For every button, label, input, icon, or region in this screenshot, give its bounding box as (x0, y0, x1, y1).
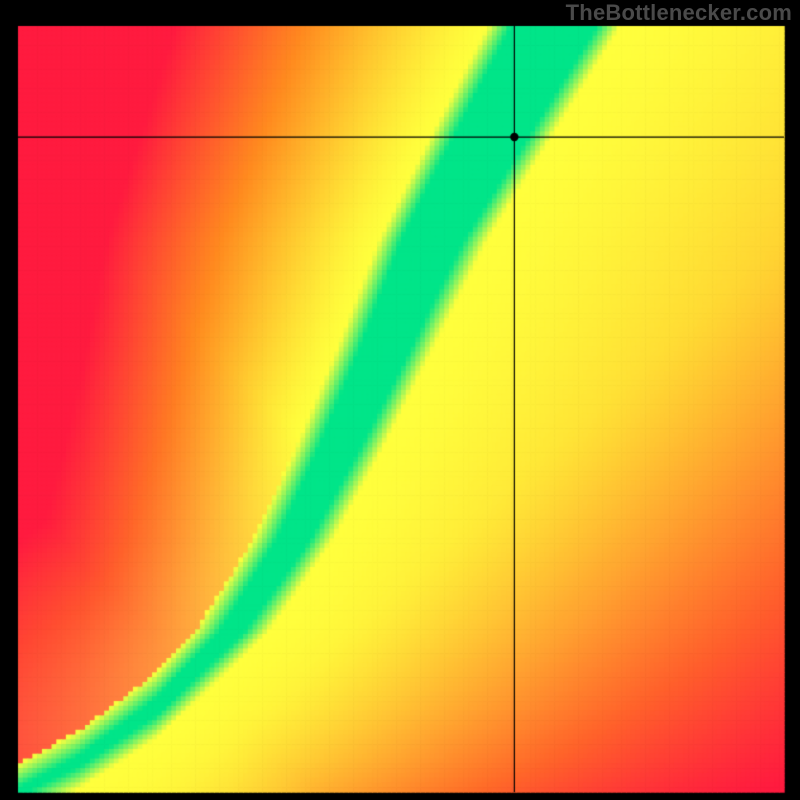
watermark-text: TheBottlenecker.com (566, 0, 792, 26)
root-container: TheBottlenecker.com (0, 0, 800, 800)
bottleneck-heatmap-canvas (0, 0, 800, 800)
chart-canvas-wrap (0, 0, 800, 800)
